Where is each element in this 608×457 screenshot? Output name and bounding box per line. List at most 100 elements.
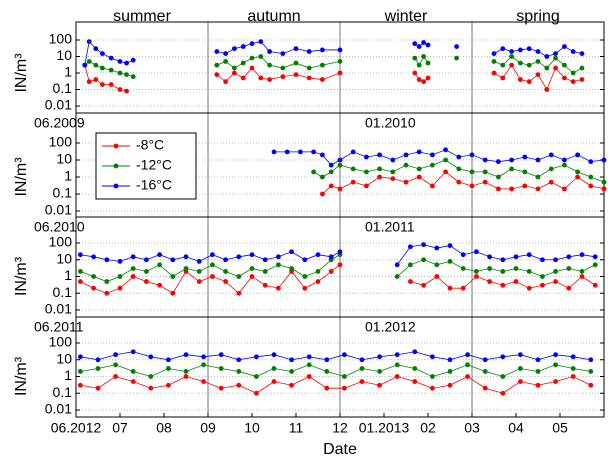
data-point bbox=[249, 55, 255, 61]
data-point bbox=[254, 390, 259, 396]
data-point bbox=[500, 46, 506, 52]
data-point bbox=[223, 279, 229, 284]
data-point bbox=[104, 290, 110, 296]
y-tick-label: 100 bbox=[49, 334, 73, 350]
data-point bbox=[447, 258, 453, 264]
data-point bbox=[553, 362, 558, 368]
data-point bbox=[320, 152, 325, 158]
y-tick-label: 10 bbox=[56, 350, 72, 366]
data-point bbox=[513, 279, 519, 284]
data-point bbox=[394, 352, 400, 358]
series-line bbox=[322, 171, 605, 195]
data-point bbox=[342, 374, 347, 379]
data-point bbox=[430, 385, 435, 391]
data-point bbox=[421, 79, 426, 85]
data-point bbox=[271, 366, 277, 371]
data-point bbox=[500, 269, 506, 274]
data-point bbox=[570, 49, 576, 54]
data-point bbox=[535, 382, 541, 388]
x-tick-label: 02 bbox=[420, 420, 436, 436]
data-point bbox=[566, 254, 572, 260]
data-point bbox=[416, 149, 422, 155]
y-tick-label: 0.01 bbox=[45, 301, 72, 317]
data-point bbox=[148, 385, 154, 391]
data-point bbox=[377, 369, 382, 374]
data-point bbox=[350, 149, 356, 155]
data-point bbox=[315, 252, 321, 258]
data-point bbox=[491, 70, 497, 76]
data-point bbox=[500, 75, 506, 81]
data-point bbox=[421, 40, 426, 45]
data-point bbox=[201, 354, 207, 360]
data-point bbox=[588, 369, 594, 374]
data-point bbox=[328, 254, 334, 260]
legend-marker bbox=[113, 143, 119, 149]
data-point bbox=[579, 274, 585, 279]
data-point bbox=[377, 152, 382, 158]
data-point bbox=[130, 266, 136, 271]
data-point bbox=[553, 379, 558, 384]
data-point bbox=[302, 274, 308, 279]
data-point bbox=[262, 282, 268, 288]
data-point bbox=[553, 65, 558, 71]
data-point bbox=[518, 379, 523, 384]
data-point bbox=[592, 282, 598, 288]
data-point bbox=[117, 87, 123, 92]
data-point bbox=[575, 169, 580, 175]
data-point bbox=[390, 169, 396, 175]
x-tick-label: 11 bbox=[289, 420, 304, 436]
data-point bbox=[509, 62, 514, 68]
y-tick-label: 10 bbox=[56, 250, 72, 266]
data-point bbox=[548, 152, 554, 158]
data-point bbox=[535, 72, 541, 77]
data-point bbox=[113, 362, 118, 368]
data-point bbox=[170, 290, 176, 296]
data-point bbox=[465, 374, 470, 379]
data-point bbox=[491, 51, 497, 56]
data-point bbox=[509, 166, 514, 172]
data-point bbox=[91, 254, 96, 260]
data-point bbox=[588, 382, 594, 388]
data-point bbox=[210, 274, 215, 279]
series-line bbox=[80, 376, 591, 394]
data-point bbox=[324, 369, 330, 374]
data-point bbox=[328, 269, 334, 274]
data-point bbox=[454, 55, 459, 61]
data-point bbox=[289, 266, 294, 271]
data-point bbox=[509, 49, 514, 54]
data-point bbox=[315, 279, 321, 284]
data-point bbox=[364, 154, 369, 160]
data-point bbox=[474, 274, 479, 279]
data-point bbox=[562, 157, 567, 163]
data-point bbox=[342, 352, 347, 358]
data-point bbox=[601, 186, 607, 192]
data-point bbox=[236, 290, 242, 296]
y-tick-label: 0.1 bbox=[53, 80, 73, 96]
data-point bbox=[416, 44, 422, 49]
data-point bbox=[482, 157, 488, 163]
data-point bbox=[350, 166, 356, 172]
data-point bbox=[196, 269, 202, 274]
data-point bbox=[271, 379, 277, 384]
data-point bbox=[465, 362, 470, 368]
data-point bbox=[86, 79, 92, 85]
data-point bbox=[104, 257, 110, 263]
data-point bbox=[487, 266, 492, 271]
y-tick-label: 1 bbox=[64, 367, 72, 383]
data-point bbox=[562, 162, 567, 168]
y-axis-label: IN/m³ bbox=[13, 157, 30, 197]
data-point bbox=[218, 366, 224, 371]
data-point bbox=[240, 75, 246, 81]
data-point bbox=[566, 285, 572, 291]
period-label: 01.2011 bbox=[365, 219, 415, 235]
data-point bbox=[540, 282, 545, 288]
data-point bbox=[390, 176, 396, 182]
data-point bbox=[500, 354, 506, 360]
data-point bbox=[570, 374, 576, 379]
data-point bbox=[544, 87, 550, 92]
season-label: summer bbox=[113, 8, 171, 25]
data-point bbox=[276, 254, 281, 260]
data-point bbox=[522, 154, 528, 160]
data-point bbox=[588, 159, 594, 165]
